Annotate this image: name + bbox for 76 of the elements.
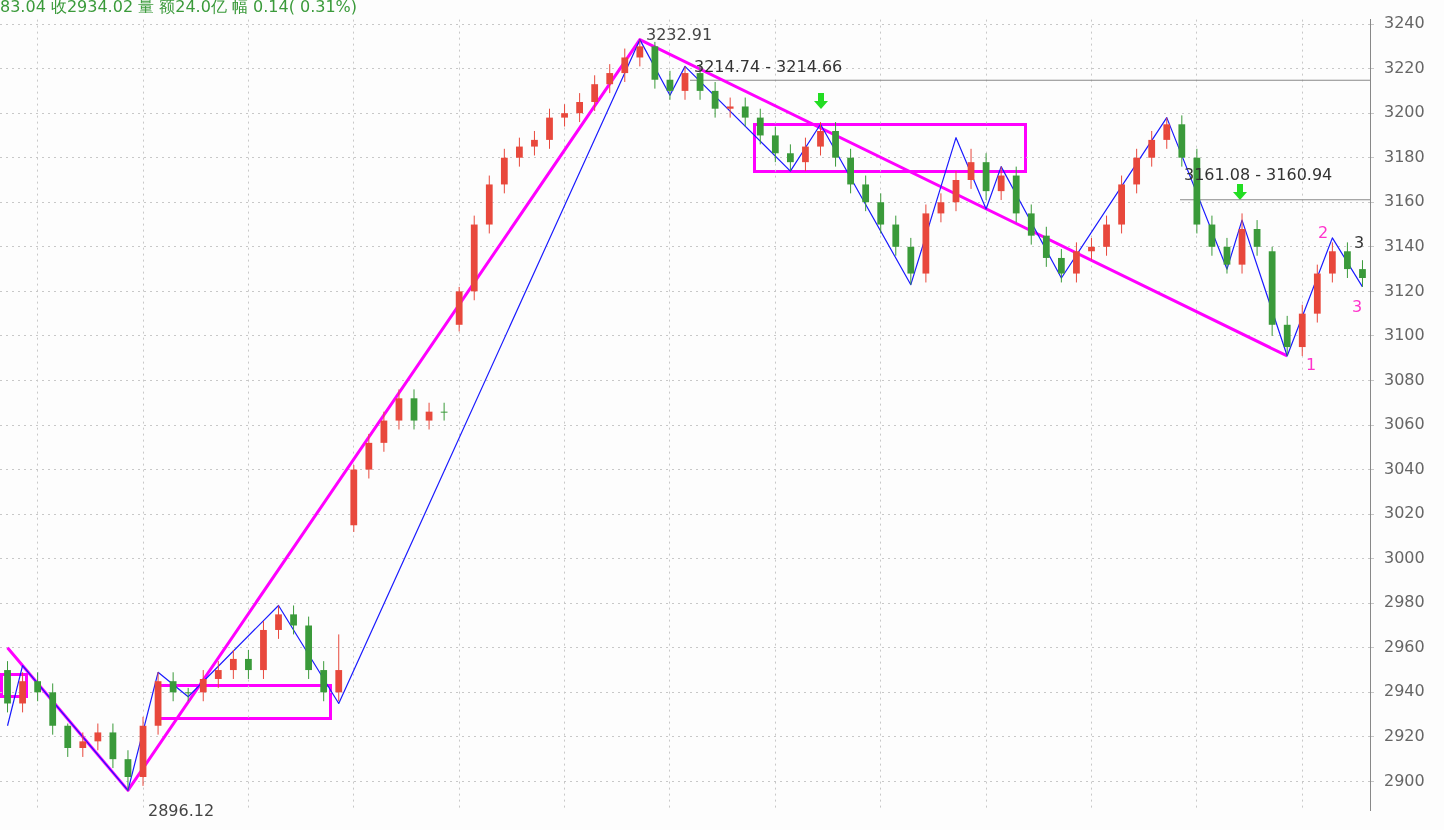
y-tick-label: 2980 [1384,592,1425,612]
candlestick [169,671,177,702]
candlestick [320,660,328,702]
candlestick [862,175,870,212]
candlestick [1088,237,1095,261]
candlestick [94,723,102,751]
candlestick [741,97,749,128]
candlestick [1328,241,1336,283]
candlestick [997,166,1005,201]
y-tick-label: 3200 [1384,102,1425,122]
candlestick [1359,259,1366,288]
candlestick [606,63,614,94]
y-tick-label: 2940 [1384,681,1425,701]
candlestick [79,731,87,758]
candlestick [726,97,734,119]
candlestick [561,103,568,128]
y-tick-label: 2960 [1384,636,1425,656]
candlestick [290,604,297,635]
annotation: 2 [1318,223,1329,243]
candlestick [275,604,282,640]
candlestick [576,92,583,123]
candlestick [817,121,824,156]
annotation: 3232.91 [646,25,713,45]
candlestick [892,215,900,257]
annotation: 3 [1352,297,1363,317]
annotation: 1 [1306,355,1317,375]
candlestick [34,671,42,702]
y-tick-label: 3060 [1384,414,1425,434]
y-tick-label: 3220 [1384,57,1425,77]
candlestick [877,192,885,234]
candlestick [410,388,418,430]
candlestick [199,669,207,702]
candlestick [591,74,599,112]
band-label: 3214.74 - 3214.66 [694,57,843,77]
candlestick [1148,130,1156,168]
y-tick-label: 3000 [1384,547,1425,567]
y-tick-label: 3100 [1384,325,1425,345]
y-tick-label: 3040 [1384,458,1425,478]
candlestick [1027,203,1035,246]
y-tick-label: 3160 [1384,191,1425,211]
candlestick [440,402,448,422]
candlestick [1103,215,1110,257]
candlestick [335,633,343,702]
candlestick [395,388,403,430]
candlestick [1073,241,1080,283]
y-tick-label: 3020 [1384,503,1425,523]
candlestick [425,402,433,430]
candlestick [214,660,222,689]
candlestick [802,137,809,172]
candlestick [229,649,237,680]
y-tick-label: 3180 [1384,146,1425,166]
candlestick [1344,241,1351,279]
candlestick [787,143,794,172]
y-tick-label: 3080 [1384,369,1425,389]
annotation: 3 [1354,233,1365,253]
candlestick [621,48,629,83]
y-tick-label: 3140 [1384,235,1425,255]
candlestick [1163,117,1171,150]
candlestick [771,126,779,163]
candlestick [531,130,538,156]
y-tick-label: 2900 [1384,770,1425,790]
candlestick [245,649,252,680]
y-tick-label: 2920 [1384,726,1425,746]
candlestick [1283,315,1291,357]
candlestick [756,108,764,145]
candlestick [184,687,192,702]
annotation: 2896.12 [148,801,215,821]
candlestick [64,723,72,758]
y-tick-label: 3240 [1384,13,1425,33]
candlestick [19,671,26,713]
candlestick [636,39,644,67]
y-tick-label: 3120 [1384,280,1425,300]
candlestick [546,108,553,150]
candlestick [1042,226,1050,268]
candlestick [1057,248,1065,283]
candlestick [516,137,523,168]
